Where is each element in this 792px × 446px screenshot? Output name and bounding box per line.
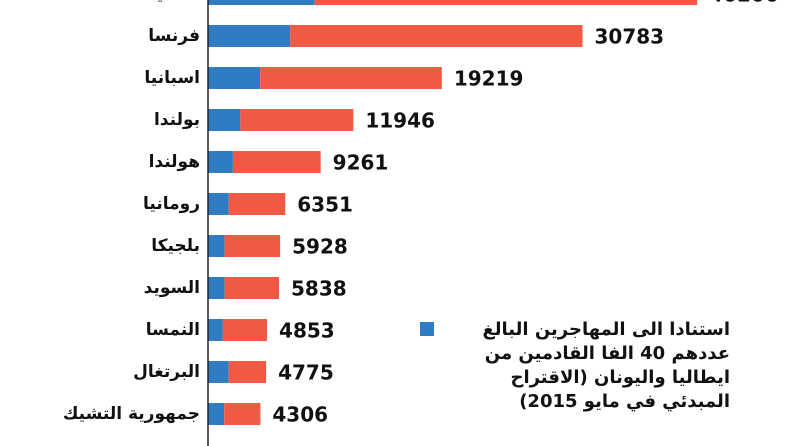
bar-segment (224, 235, 281, 257)
bar-segment (208, 403, 225, 425)
total-label: 4306 (272, 403, 328, 427)
total-label: 40206 (709, 0, 779, 7)
bar-segment (222, 319, 268, 341)
bar-segment (290, 25, 583, 47)
bar-segment (208, 151, 233, 173)
category-label: رومانيا (143, 194, 200, 214)
total-label: 4775 (278, 361, 334, 385)
total-label: 6351 (297, 193, 353, 217)
total-label: 5928 (292, 235, 348, 259)
bar-segment (208, 109, 241, 131)
legend-label: استنادا الى المهاجرين البالغ عددهم 40 ال… (482, 319, 730, 412)
total-label: 5838 (291, 277, 347, 301)
bar-segment (228, 361, 267, 383)
bar-segment (224, 403, 261, 425)
category-label: هولندا (149, 152, 200, 172)
bar-segment (260, 67, 442, 89)
category-label: اسبانيا (144, 68, 200, 88)
category-label: ألمانيا (150, 0, 200, 4)
bar-segment (208, 319, 223, 341)
total-label: 30783 (595, 25, 665, 49)
category-label: جمهورية التشيك (63, 404, 200, 424)
bar-segment (228, 193, 286, 215)
category-label: السويد (144, 278, 200, 298)
category-label: النمسا (146, 320, 200, 340)
category-label: بولندا (154, 110, 200, 130)
bar-segment (232, 151, 321, 173)
category-label: فرنسا (148, 26, 200, 46)
total-label: 4853 (279, 319, 335, 343)
bar-segment (314, 0, 698, 5)
total-label: 19219 (454, 67, 524, 91)
bar-segment (208, 235, 225, 257)
bar-segment (208, 361, 229, 383)
legend-swatch (420, 322, 434, 336)
bar-segment (240, 109, 354, 131)
bar-segment (208, 25, 291, 47)
bar-segment (208, 277, 225, 299)
category-label: البرتغال (133, 362, 200, 382)
total-label: 9261 (333, 151, 389, 175)
category-label: بلجيكا (151, 236, 200, 256)
bar-segment (224, 277, 280, 299)
bar-segment (208, 67, 261, 89)
bar-segment (208, 193, 229, 215)
total-label: 11946 (365, 109, 435, 133)
bar-segment (208, 0, 315, 5)
